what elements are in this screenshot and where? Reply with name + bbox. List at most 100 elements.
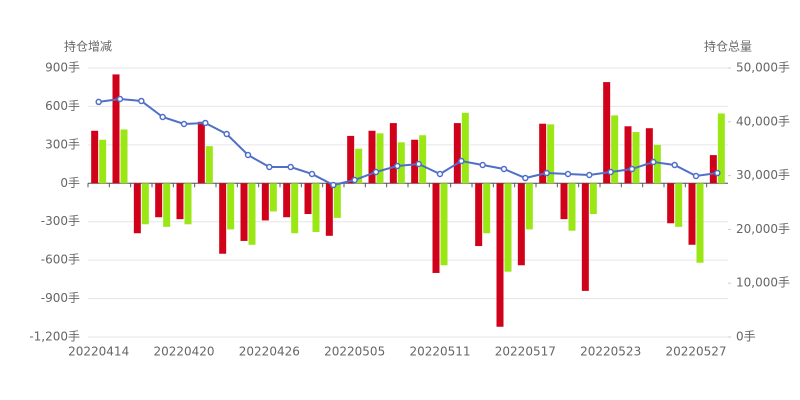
line-point bbox=[671, 161, 678, 169]
y-tick-label: 300手 bbox=[45, 137, 80, 151]
y-tick-label: -300手 bbox=[41, 214, 80, 228]
bar bbox=[675, 183, 683, 227]
bar bbox=[653, 144, 661, 184]
bar bbox=[568, 183, 576, 231]
line-point bbox=[458, 157, 465, 165]
bar bbox=[411, 139, 419, 184]
line-point bbox=[116, 95, 124, 103]
bar bbox=[91, 130, 99, 184]
bar bbox=[667, 183, 675, 224]
y2-tick-label: 40,000手 bbox=[736, 114, 790, 128]
y-tick-label: -1,200手 bbox=[29, 330, 80, 344]
bar bbox=[547, 124, 555, 184]
line-point bbox=[394, 162, 401, 170]
bar bbox=[517, 183, 525, 266]
bar bbox=[560, 183, 568, 220]
y2-tick-label: 50,000手 bbox=[736, 61, 790, 75]
line-point bbox=[500, 165, 508, 173]
bar bbox=[261, 183, 269, 221]
y2-tick-label: 0手 bbox=[736, 330, 756, 344]
bar bbox=[333, 183, 341, 218]
line-point bbox=[415, 160, 422, 168]
line bbox=[98, 97, 718, 187]
bar bbox=[539, 123, 547, 184]
x-tick-label: 20220527 bbox=[665, 345, 726, 359]
line-point bbox=[714, 169, 721, 177]
line-point bbox=[308, 170, 316, 178]
bar bbox=[248, 183, 256, 245]
y2-axis-title: 持仓总量 bbox=[704, 39, 752, 54]
bar bbox=[197, 121, 205, 184]
bar bbox=[688, 183, 696, 245]
line-point bbox=[159, 113, 166, 121]
bar bbox=[325, 183, 333, 236]
bar bbox=[155, 183, 163, 218]
bar bbox=[355, 148, 363, 184]
line-point bbox=[202, 119, 209, 127]
bar bbox=[219, 183, 227, 254]
y-axis-title: 持仓增减 bbox=[64, 39, 112, 54]
line-point bbox=[372, 168, 380, 176]
line-point bbox=[351, 176, 358, 184]
line-point bbox=[244, 151, 252, 159]
bar bbox=[603, 82, 611, 184]
bar bbox=[453, 123, 461, 184]
line-point bbox=[223, 130, 230, 138]
x-tick-label: 20220426 bbox=[239, 345, 300, 359]
bar bbox=[717, 113, 725, 184]
bar bbox=[496, 183, 504, 327]
x-tick-label: 20220523 bbox=[580, 345, 641, 359]
bar bbox=[589, 183, 597, 215]
y-tick-label: 600手 bbox=[45, 99, 80, 113]
bar bbox=[483, 183, 491, 234]
line-point bbox=[180, 120, 188, 128]
line-point bbox=[266, 163, 273, 171]
bar bbox=[291, 183, 299, 234]
line-point bbox=[138, 97, 145, 105]
line-point bbox=[95, 98, 102, 106]
bar bbox=[99, 139, 107, 184]
line-point bbox=[287, 163, 294, 171]
bar bbox=[112, 74, 120, 184]
bar bbox=[709, 155, 717, 184]
bar bbox=[133, 183, 141, 234]
bar bbox=[227, 183, 235, 230]
bar bbox=[389, 123, 397, 184]
bar bbox=[163, 183, 171, 227]
line-point bbox=[436, 170, 444, 178]
bar bbox=[696, 183, 704, 263]
line-point bbox=[522, 174, 529, 182]
line-point bbox=[564, 170, 572, 178]
bar bbox=[645, 128, 653, 184]
x-tick-label: 20220414 bbox=[68, 345, 129, 359]
bar bbox=[120, 129, 128, 184]
bar bbox=[611, 115, 619, 184]
line-point bbox=[607, 168, 614, 176]
bar bbox=[376, 133, 384, 184]
y2-tick-label: 20,000手 bbox=[736, 222, 790, 236]
y-tick-label: -600手 bbox=[41, 253, 80, 267]
bar bbox=[141, 183, 149, 225]
y2-tick-label: 10,000手 bbox=[736, 276, 790, 290]
x-tick-label: 20220511 bbox=[409, 345, 470, 359]
line-point bbox=[479, 161, 486, 169]
bar bbox=[581, 183, 589, 291]
bar bbox=[624, 126, 632, 184]
bar bbox=[205, 146, 213, 184]
bar bbox=[525, 183, 533, 230]
bar bbox=[184, 183, 192, 225]
bar bbox=[368, 130, 376, 184]
bar bbox=[176, 183, 184, 220]
bar bbox=[347, 135, 355, 184]
y2-tick-label: 30,000手 bbox=[736, 168, 790, 182]
bar bbox=[419, 135, 427, 184]
line-point bbox=[330, 181, 337, 189]
bar bbox=[475, 183, 483, 247]
bar bbox=[304, 183, 312, 215]
bar bbox=[632, 132, 640, 184]
bar bbox=[432, 183, 440, 273]
bar bbox=[504, 183, 512, 272]
bar bbox=[269, 183, 277, 212]
bar bbox=[397, 142, 405, 184]
